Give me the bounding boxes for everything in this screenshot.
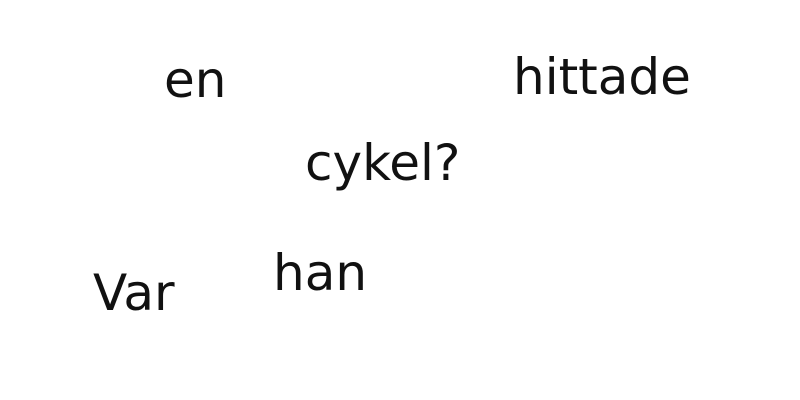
word-en: en	[164, 51, 227, 109]
word-cykel: cykel?	[305, 134, 461, 192]
word-var: Var	[93, 264, 175, 322]
word-hittade: hittade	[513, 48, 691, 106]
word-han: han	[273, 244, 368, 302]
